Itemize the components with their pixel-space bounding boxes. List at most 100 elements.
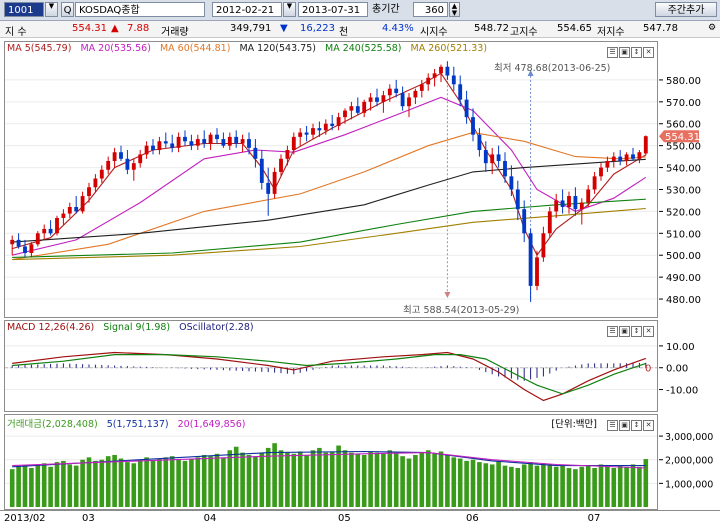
volume-tick-label: 1,000,000 [665, 479, 713, 490]
code-dropdown-button[interactable]: ▼ [45, 2, 58, 17]
legend-ma60: MA 60(544.81) [159, 43, 231, 54]
volume-bar [541, 463, 546, 507]
volume-close-icon[interactable]: ✕ [643, 420, 654, 431]
date-to-field[interactable]: 2013-07-31 [298, 2, 368, 17]
search-icon[interactable]: Q [61, 2, 74, 17]
candle [343, 108, 347, 124]
candle [477, 128, 482, 157]
candle-body [375, 97, 379, 102]
price-tick-label: 520.00 [666, 207, 701, 218]
volume-bar [169, 456, 175, 507]
panel-pin-icon[interactable]: ▣ [619, 47, 630, 58]
chart-type-button[interactable]: 주간추가 [655, 2, 717, 17]
candle-body [208, 134, 213, 144]
current-price-label: 554.31 [665, 132, 700, 143]
volume-bar [304, 455, 309, 507]
volume-bar [617, 465, 623, 507]
period-stepper[interactable]: ▲ ▼ [449, 2, 460, 17]
candle [483, 141, 488, 172]
candle [528, 228, 533, 302]
legend-signal: Signal 9(1.98) [103, 322, 171, 333]
panel-move-icon[interactable]: ↕ [631, 47, 642, 58]
index-label: 지 수 [5, 27, 27, 38]
candle-body [618, 156, 623, 161]
code-input[interactable]: 1001 [4, 2, 44, 17]
volume-bar [528, 462, 533, 507]
candle [285, 145, 290, 166]
panel-close-icon[interactable]: ✕ [643, 47, 654, 58]
candle [195, 134, 200, 151]
volume-bar [451, 457, 457, 507]
candle [535, 250, 539, 291]
volume-bar [246, 455, 252, 507]
candle-body [144, 145, 149, 155]
candle-body [176, 136, 181, 148]
change-arrow: ▲ [111, 23, 119, 34]
volume-bar [393, 452, 399, 507]
period-label: 총기간 [372, 4, 400, 15]
volume-legend: 거래대금(2,028,408) 5(1,751,137) 20(1,649,85… [7, 416, 251, 430]
candle [631, 147, 635, 161]
candle-body [522, 209, 527, 234]
period-input[interactable]: 360 [413, 2, 448, 17]
volume-bar [438, 451, 444, 507]
volume-pin-icon[interactable]: ▣ [619, 420, 630, 431]
candle-body [259, 158, 264, 183]
candle-body [106, 160, 111, 170]
volume-bar [272, 443, 277, 507]
candle [355, 97, 360, 115]
volume-bar [35, 464, 41, 507]
candle [259, 150, 264, 190]
settings-icon[interactable]: ⚙ [708, 23, 717, 33]
price-tick-label: 480.00 [666, 295, 701, 306]
candle-body [349, 106, 354, 111]
candle-body [93, 178, 98, 188]
volume-bar [131, 463, 137, 507]
candle [87, 182, 91, 203]
date-range-dropdown-button[interactable]: ▼ [283, 2, 296, 17]
volume-bar [637, 466, 642, 507]
candle-body [432, 73, 437, 78]
macd-panel[interactable]: MACD 12,26(4.26) Signal 9(1.98) OScillat… [4, 320, 658, 412]
volume-bar [413, 455, 418, 507]
volume-move-icon[interactable]: ↕ [631, 420, 642, 431]
candle [311, 123, 315, 140]
macd-settings-icon[interactable]: ☰ [607, 326, 618, 337]
price-tick-label: 510.00 [666, 229, 701, 240]
date-from-field[interactable]: 2012-02-21 [212, 2, 282, 17]
candle-body [16, 239, 21, 247]
candle [381, 90, 386, 113]
market-name-field: KOSDAQ종합 [75, 2, 205, 17]
candle-body [547, 211, 552, 234]
macd-pin-icon[interactable]: ▣ [619, 326, 630, 337]
volume-bar [221, 457, 226, 507]
volume-bar [125, 462, 130, 507]
candle-body [579, 202, 584, 210]
macd-move-icon[interactable]: ↕ [631, 326, 642, 337]
candle-body [99, 169, 104, 179]
price-panel-controls: ☰ ▣ ↕ ✕ [606, 44, 654, 58]
x-tick-label: 06 [466, 513, 479, 524]
candle [509, 165, 514, 197]
macd-close-icon[interactable]: ✕ [643, 326, 654, 337]
x-tick-label: 04 [203, 513, 217, 524]
candle-body [387, 88, 392, 96]
volume-bar [227, 450, 233, 507]
volume-bar [342, 450, 348, 507]
candle [362, 99, 367, 118]
panel-settings-icon[interactable]: ☰ [607, 47, 618, 58]
volume-bar [425, 450, 431, 507]
price-chart-panel[interactable]: MA 5(545.79) MA 20(535.56) MA 60(544.81)… [4, 41, 658, 318]
candle [208, 132, 213, 151]
candle-body [490, 154, 495, 164]
volume-bar [630, 464, 636, 507]
legend-ma240: MA 240(525.58) [325, 43, 402, 54]
candle [400, 86, 405, 111]
candle-body [80, 196, 85, 212]
candle-body [426, 77, 431, 85]
volume-panel[interactable]: 거래대금(2,028,408) 5(1,751,137) 20(1,649,85… [4, 414, 658, 510]
candle [547, 207, 552, 238]
candle [227, 132, 232, 151]
volume-bar [432, 453, 437, 507]
volume-settings-icon[interactable]: ☰ [607, 420, 618, 431]
